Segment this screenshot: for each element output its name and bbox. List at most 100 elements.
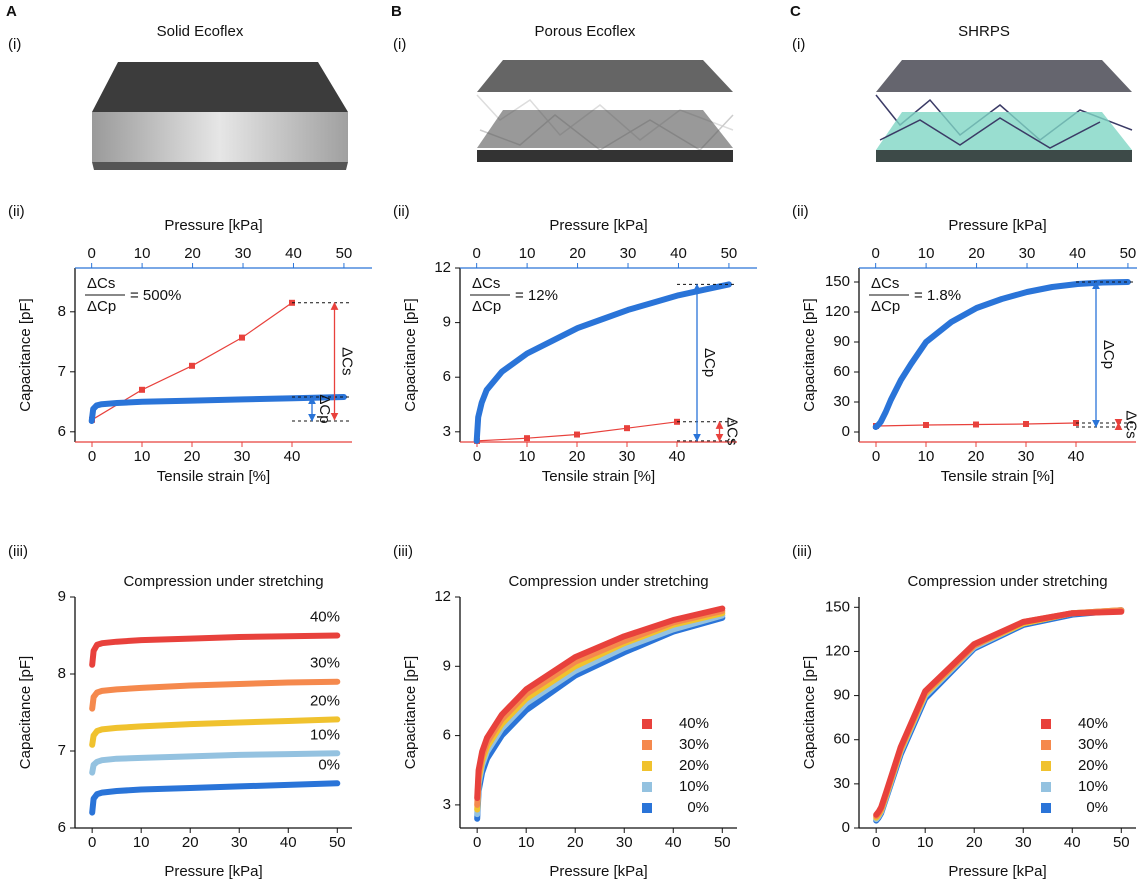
y-tick-label: 9	[443, 314, 451, 331]
x-tick-label: 20	[966, 834, 983, 851]
y-tick-label: 8	[58, 303, 66, 320]
x-tick-label: 40	[284, 448, 301, 465]
y-tick-label: 60	[833, 363, 850, 380]
legend-swatch	[642, 719, 652, 729]
chart-title: Compression under stretching	[907, 573, 1107, 590]
y-tick-label: 60	[833, 731, 850, 748]
x-axis-label: Pressure [kPa]	[164, 863, 262, 880]
y-tick-label: 90	[833, 687, 850, 704]
legend-swatch	[1041, 761, 1051, 771]
legend-swatch	[1041, 803, 1051, 813]
x2-tick-label: 0	[87, 245, 95, 262]
series-line	[92, 753, 337, 772]
x-tick-label: 20	[968, 448, 985, 465]
y-tick-label: 12	[434, 588, 451, 605]
x-tick-label: 20	[567, 834, 584, 851]
x-axis-label: Tensile strain [%]	[941, 468, 1054, 485]
x-tick-label: 40	[280, 834, 297, 851]
legend-label: 10%	[679, 778, 709, 795]
sub-label: (i)	[8, 36, 21, 53]
x-tick-label: 50	[1113, 834, 1130, 851]
series-line	[92, 636, 337, 665]
data-point	[923, 422, 929, 428]
x2-tick-label: 30	[235, 245, 252, 262]
solid-slab	[92, 62, 348, 170]
data-point	[574, 432, 580, 438]
y-tick-label: 3	[443, 796, 451, 813]
x2-tick-label: 30	[1019, 245, 1036, 262]
x-tick-label: 50	[714, 834, 731, 851]
x2-tick-label: 20	[184, 245, 201, 262]
legend-swatch	[642, 803, 652, 813]
y-tick-label: 120	[825, 642, 850, 659]
y-tick-label: 8	[58, 665, 66, 682]
delta-p-label: ΔCp	[701, 348, 718, 377]
series-line	[92, 783, 337, 812]
sub-label: (ii)	[8, 203, 25, 220]
data-point	[239, 335, 245, 341]
x-tick-label: 30	[1018, 448, 1035, 465]
x2-tick-label: 0	[871, 245, 879, 262]
y-axis-label: Capacitance [pF]	[801, 298, 818, 411]
x2-tick-label: 10	[918, 245, 935, 262]
porous-slab	[477, 60, 733, 162]
x2-tick-label: 20	[968, 245, 985, 262]
x2-axis-label: Pressure [kPa]	[549, 217, 647, 234]
y-tick-label: 3	[443, 423, 451, 440]
delta-p-label: ΔCp	[316, 394, 333, 423]
x2-tick-label: 40	[670, 245, 687, 262]
x-tick-label: 0	[473, 448, 481, 465]
panel-letter: A	[6, 3, 17, 20]
series-label: 40%	[310, 608, 340, 625]
y-tick-label: 0	[842, 423, 850, 440]
y-tick-label: 30	[833, 775, 850, 792]
x2-axis-label: Pressure [kPa]	[164, 217, 262, 234]
x2-tick-label: 10	[519, 245, 536, 262]
data-point	[1023, 421, 1029, 427]
chart-title: Compression under stretching	[123, 573, 323, 590]
y-axis-label: Capacitance [pF]	[402, 656, 419, 769]
ratio-value: = 1.8%	[914, 287, 961, 304]
x-tick-label: 30	[616, 834, 633, 851]
y-tick-label: 6	[58, 423, 66, 440]
sub-label: (i)	[792, 36, 805, 53]
ratio-numerator: ΔCs	[87, 275, 115, 292]
sub-label: (iii)	[393, 543, 413, 560]
data-point	[189, 363, 195, 369]
x-tick-label: 40	[669, 448, 686, 465]
x2-tick-label: 50	[1120, 245, 1137, 262]
data-point	[139, 387, 145, 393]
y-tick-label: 150	[825, 598, 850, 615]
x2-tick-label: 40	[285, 245, 302, 262]
legend-label: 40%	[679, 715, 709, 732]
y-tick-label: 6	[443, 727, 451, 744]
legend-label: 30%	[679, 736, 709, 753]
panel-title: Porous Ecoflex	[535, 23, 636, 40]
sub-label: (iii)	[792, 543, 812, 560]
delta-s-label: ΔCs	[339, 347, 356, 375]
legend-swatch	[642, 782, 652, 792]
series-line	[92, 719, 337, 744]
chart-title: Compression under stretching	[508, 573, 708, 590]
y-axis-label: Capacitance [pF]	[402, 298, 419, 411]
delta-s-label: ΔCs	[724, 417, 741, 445]
x2-tick-label: 0	[472, 245, 480, 262]
x-tick-label: 10	[133, 834, 150, 851]
x-tick-label: 10	[518, 834, 535, 851]
ratio-numerator: ΔCs	[871, 275, 899, 292]
series-label: 10%	[310, 726, 340, 743]
ratio-denominator: ΔCp	[871, 298, 900, 315]
legend-label: 20%	[1078, 757, 1108, 774]
y-tick-label: 120	[825, 303, 850, 320]
x-tick-label: 30	[619, 448, 636, 465]
figure: ASolid Ecoflex(i)(ii)(iii)BPorous Ecofle…	[0, 0, 1137, 885]
ratio-denominator: ΔCp	[472, 298, 501, 315]
legend-label: 0%	[1086, 799, 1108, 816]
y-tick-label: 6	[443, 368, 451, 385]
x-tick-label: 30	[1015, 834, 1032, 851]
y-tick-label: 30	[833, 393, 850, 410]
legend-label: 40%	[1078, 715, 1108, 732]
x-tick-label: 10	[918, 448, 935, 465]
panel-title: Solid Ecoflex	[157, 23, 244, 40]
y-tick-label: 9	[58, 588, 66, 605]
